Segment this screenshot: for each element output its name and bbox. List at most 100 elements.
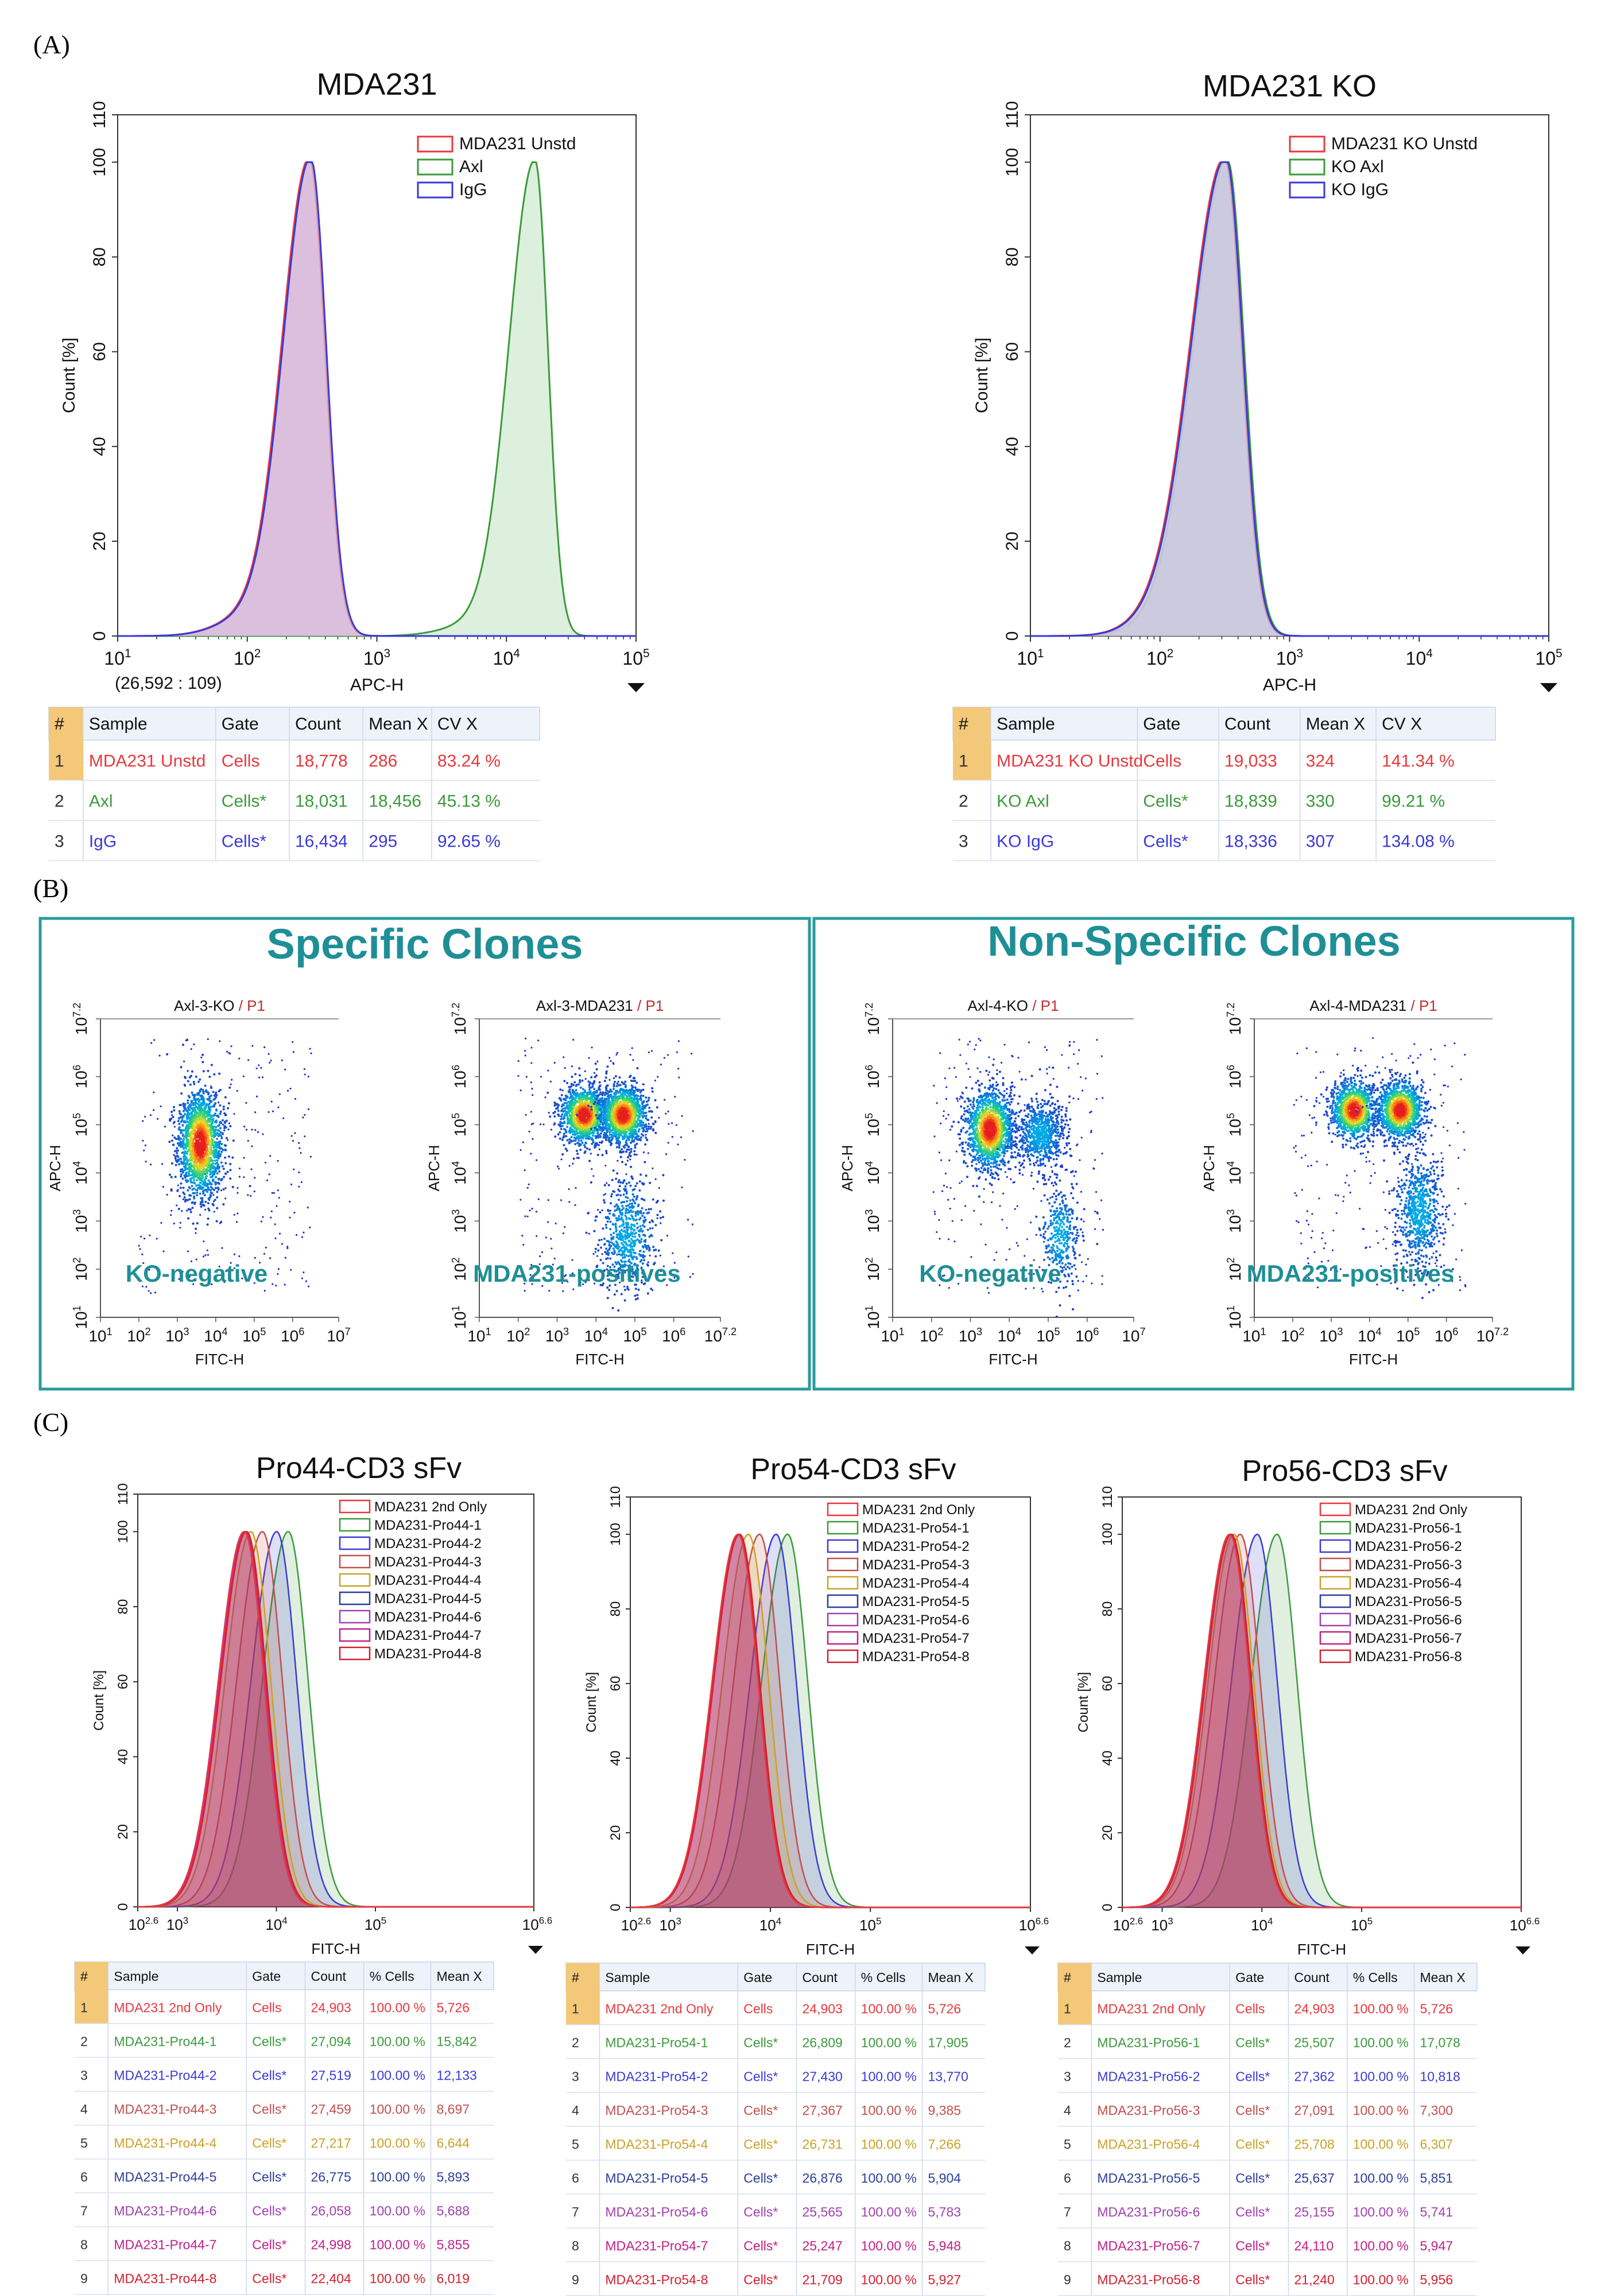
event-dot (648, 1107, 651, 1110)
event-dot (224, 1114, 227, 1116)
event-dot (270, 1100, 273, 1103)
table-cell: 19,033 (1224, 752, 1277, 771)
event-dot (189, 1119, 192, 1122)
event-dot (201, 1187, 204, 1190)
event-dot (178, 1117, 180, 1120)
event-dot (181, 1171, 184, 1174)
event-dot (594, 1126, 596, 1129)
event-dot (197, 1129, 200, 1132)
event-dot (584, 1070, 586, 1072)
event-dot (210, 1147, 212, 1150)
table-cell: 141.34 % (1382, 752, 1455, 771)
event-dot (219, 1131, 222, 1134)
event-dot (193, 1162, 196, 1165)
event-dot (677, 1143, 679, 1146)
event-dot (550, 1128, 553, 1131)
event-dot (182, 1138, 185, 1141)
event-dot (633, 1150, 636, 1153)
event-dot (201, 1053, 204, 1056)
event-dot (671, 1135, 673, 1138)
event-dot (148, 1290, 150, 1292)
event-dot (170, 1189, 173, 1192)
event-dot (575, 1089, 577, 1092)
event-dot (598, 1088, 601, 1091)
event-dot (561, 1138, 564, 1141)
event-dot (199, 1078, 201, 1081)
event-dot (629, 1158, 631, 1161)
event-dot (199, 1131, 202, 1134)
event-dot (194, 1138, 197, 1141)
event-dot (210, 1094, 212, 1097)
event-dot (178, 1138, 180, 1141)
event-dot (196, 1108, 199, 1111)
event-dot (197, 1113, 200, 1116)
event-dot (170, 1114, 173, 1116)
event-dot (183, 1193, 186, 1196)
legend-swatch (1289, 135, 1325, 153)
event-dot (202, 1170, 205, 1173)
event-dot (580, 1139, 583, 1142)
event-dot (579, 1109, 582, 1111)
event-dot (303, 1231, 305, 1234)
event-dot (593, 1088, 596, 1091)
event-dot (531, 1207, 533, 1210)
event-dot (622, 1128, 624, 1131)
event-dot (218, 1177, 220, 1180)
event-dot (206, 1155, 209, 1158)
event-dot (517, 1060, 520, 1062)
event-dot (592, 1175, 595, 1177)
event-dot (206, 1120, 209, 1123)
event-dot (172, 1134, 174, 1137)
event-dot (555, 1222, 557, 1225)
event-dot (524, 1215, 526, 1217)
event-dot (307, 1207, 309, 1209)
event-dot (647, 1152, 649, 1154)
event-dot (185, 1110, 188, 1112)
event-dot (227, 1139, 229, 1141)
event-dot (201, 1137, 204, 1140)
event-dot (180, 1113, 183, 1116)
event-dot (216, 1196, 219, 1199)
event-dot (598, 1117, 600, 1120)
event-dot (292, 1051, 295, 1053)
event-dot (570, 1107, 573, 1110)
event-dot (584, 1100, 587, 1103)
event-dot (216, 1207, 219, 1209)
event-dot (201, 1096, 204, 1099)
event-dot (247, 1194, 249, 1196)
event-dot (634, 1080, 637, 1082)
event-dot (196, 1191, 199, 1194)
event-dot (251, 1045, 254, 1047)
event-dot (635, 1081, 638, 1084)
event-dot (185, 1131, 187, 1134)
event-dot (597, 1209, 599, 1211)
event-dot (614, 1075, 617, 1077)
event-dot (237, 1279, 240, 1282)
event-dot (180, 1175, 183, 1178)
event-dot (184, 1200, 187, 1203)
event-dot (524, 1054, 526, 1057)
table-cell: 286 (369, 752, 397, 771)
event-dot (205, 1103, 208, 1106)
event-dot (649, 1127, 652, 1130)
event-dot (290, 1183, 293, 1186)
event-dot (270, 1216, 272, 1219)
event-dot (199, 1105, 201, 1108)
event-dot (638, 1107, 641, 1109)
event-dot (639, 1136, 642, 1139)
event-dot (179, 1128, 182, 1131)
event-dot (208, 1158, 211, 1161)
event-dot (615, 1085, 618, 1088)
event-dot (665, 1112, 667, 1115)
event-dot (675, 1124, 677, 1126)
event-dot (258, 1064, 260, 1066)
event-dot (254, 1177, 256, 1179)
event-dot (630, 1147, 633, 1150)
event-dot (238, 1255, 241, 1258)
event-dot (220, 1189, 223, 1192)
event-dot (592, 1141, 595, 1144)
event-dot (192, 1169, 195, 1172)
event-dot (249, 1185, 251, 1188)
event-dot (637, 1110, 639, 1112)
event-dot (206, 1091, 209, 1093)
